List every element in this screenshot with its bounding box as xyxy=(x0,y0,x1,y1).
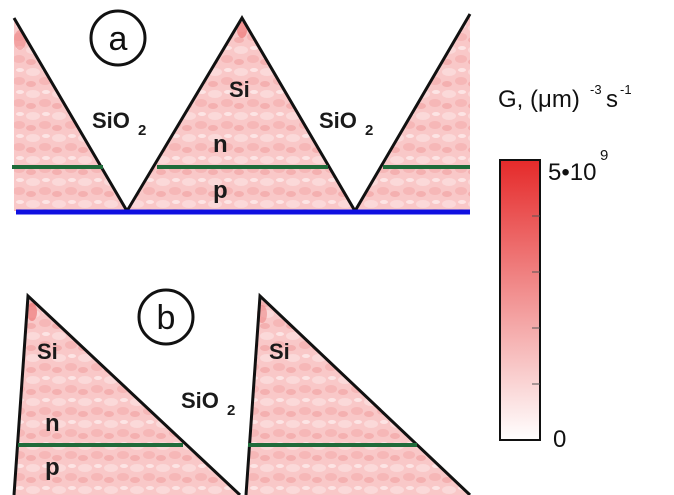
panel-b-hotspot xyxy=(27,303,37,321)
svg-text:2: 2 xyxy=(365,122,373,139)
svg-text:SiO: SiO xyxy=(181,388,219,413)
panel-b-label-si-left: Si xyxy=(37,339,58,364)
svg-text:9: 9 xyxy=(600,147,608,164)
panel-b-label-n: n xyxy=(45,410,60,437)
panel-b-outline-left xyxy=(12,292,242,495)
panel-a-label-sio2-left: SiO 2 xyxy=(92,108,146,139)
colorbar-title: G, (μm) -3 s -1 xyxy=(498,82,632,113)
svg-text:SiO: SiO xyxy=(319,108,357,133)
panel-b: b Si Si n p SiO 2 xyxy=(12,288,472,495)
colorbar-max-label: 5•10 9 xyxy=(548,147,608,186)
panel-a-outline xyxy=(12,13,472,214)
panel-b-label-p: p xyxy=(45,454,60,481)
svg-text:G, (μm): G, (μm) xyxy=(498,86,580,113)
panel-a-label-p: p xyxy=(213,177,228,204)
panel-a-letter: a xyxy=(109,20,128,58)
svg-text:-3: -3 xyxy=(590,82,602,97)
svg-text:2: 2 xyxy=(227,402,235,419)
panel-a: a Si n p SiO 2 SiO 2 xyxy=(12,9,472,215)
panel-a-letter-circle xyxy=(89,9,147,67)
panel-b-letter-circle xyxy=(137,288,195,346)
svg-text:-1: -1 xyxy=(620,82,632,97)
panel-a-label-sio2-right: SiO 2 xyxy=(319,108,373,139)
svg-text:s: s xyxy=(606,86,618,113)
svg-text:5•10: 5•10 xyxy=(548,159,596,186)
panel-a-label-si: Si xyxy=(229,77,250,102)
panel-a-hotspot xyxy=(237,22,247,38)
panel-a-si-region-center xyxy=(127,18,355,211)
svg-text:2: 2 xyxy=(138,122,146,139)
colorbar-min-label: 0 xyxy=(553,426,566,453)
colorbar-gradient xyxy=(499,159,541,441)
panel-b-label-sio2: SiO 2 xyxy=(181,388,235,419)
panel-b-outline-right xyxy=(244,292,472,495)
panel-b-letter: b xyxy=(157,299,176,337)
svg-text:SiO: SiO xyxy=(92,108,130,133)
colorbar: G, (μm) -3 s -1 5•10 9 0 xyxy=(498,82,632,453)
panel-a-label-n: n xyxy=(213,131,228,158)
panel-b-label-si-right: Si xyxy=(269,339,290,364)
